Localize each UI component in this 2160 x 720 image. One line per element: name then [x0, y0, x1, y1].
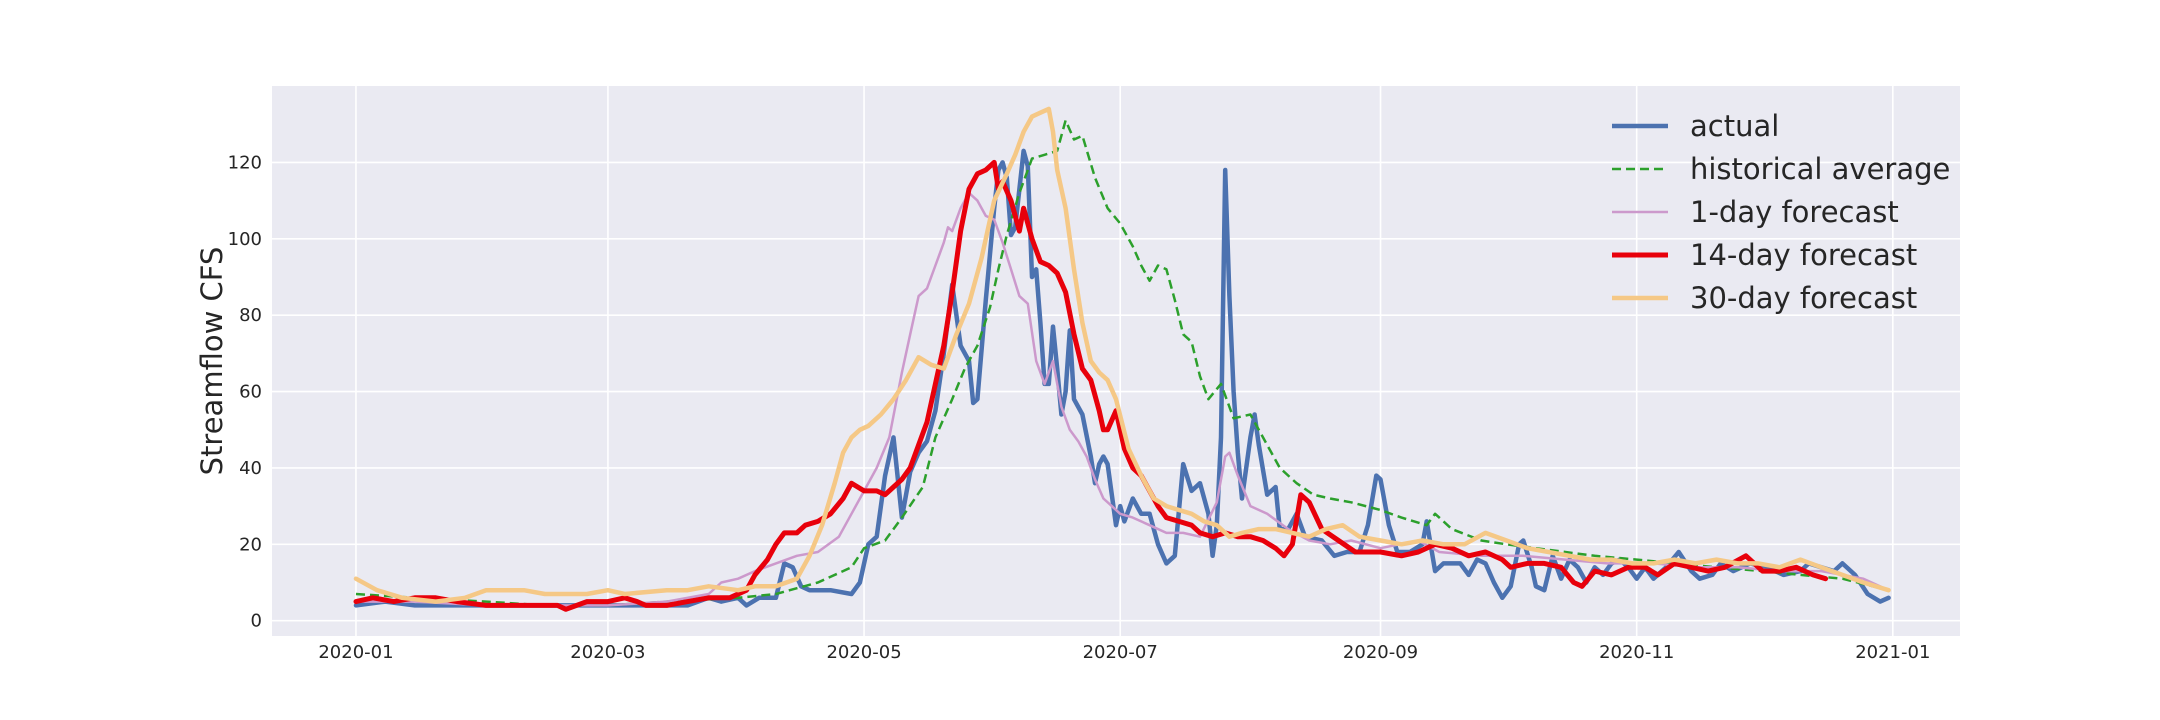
y-tick-label: 0: [251, 611, 262, 632]
y-tick-label: 100: [228, 229, 262, 250]
series-lines: [353, 106, 1891, 612]
series-line-actual: [353, 148, 1891, 608]
y-tick-label: 60: [239, 382, 262, 403]
legend-label: actual: [1690, 109, 1779, 143]
legend-label: 1-day forecast: [1690, 195, 1899, 229]
x-tick-label: 2020-05: [826, 642, 901, 663]
x-tick-label: 2020-01: [318, 642, 393, 663]
y-tick-label: 40: [239, 458, 262, 479]
legend: actual historical average 1-day forecast 14…: [1612, 109, 1950, 315]
y-axis-label: Streamflow CFS: [195, 247, 229, 476]
x-tick-label: 2020-03: [570, 642, 645, 663]
series-line-14-day-forecast: [353, 159, 1829, 612]
x-tick-label: 2020-11: [1599, 642, 1674, 663]
legend-label: historical average: [1690, 152, 1950, 186]
x-tick-label: 2021-01: [1855, 642, 1930, 663]
y-axis-ticks: 0 20 40 60 80 100 120: [228, 152, 262, 631]
legend-label: 30-day forecast: [1690, 281, 1917, 315]
legend-label: 14-day forecast: [1690, 238, 1917, 272]
x-axis-ticks: 2020-01 2020-03 2020-05 2020-07 2020-09 2020-…: [318, 642, 1930, 663]
x-tick-label: 2020-09: [1343, 642, 1418, 663]
gridlines: [272, 86, 1960, 636]
x-tick-label: 2020-07: [1083, 642, 1158, 663]
series-line-historical-average: [355, 119, 1889, 607]
series-line-30-day-forecast: [353, 106, 1891, 604]
y-tick-label: 20: [239, 534, 262, 555]
y-tick-label: 120: [228, 152, 262, 173]
y-tick-label: 80: [239, 305, 262, 326]
